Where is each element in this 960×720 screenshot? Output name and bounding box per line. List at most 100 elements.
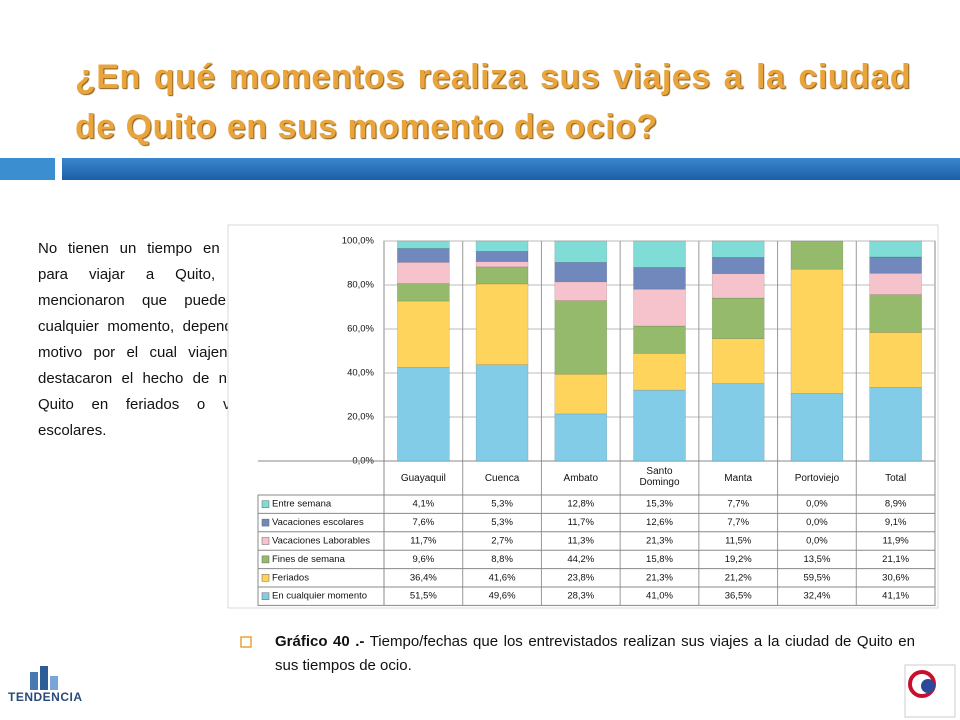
table-cell: 23,8% xyxy=(567,572,594,583)
y-tick-label: 100,0% xyxy=(342,236,375,247)
table-cell: 7,7% xyxy=(727,499,749,510)
y-tick-label: 40,0% xyxy=(347,368,374,379)
table-cell: 11,5% xyxy=(725,536,752,547)
table-cell: 19,2% xyxy=(725,554,752,565)
legend-label: Entre semana xyxy=(272,499,332,510)
x-tick-label: Guayaquil xyxy=(400,473,446,484)
table-cell: 9,6% xyxy=(413,554,435,565)
legend-label: Vacaciones escolares xyxy=(272,517,364,528)
table-cell: 15,3% xyxy=(646,499,673,510)
y-tick-label: 60,0% xyxy=(347,324,374,335)
caption: Gráfico 40 .- Tiempo/fechas que los entr… xyxy=(275,630,915,678)
bar-segment xyxy=(711,240,765,258)
table-cell: 41,1% xyxy=(882,591,909,602)
table-cell: 12,6% xyxy=(646,517,673,528)
table-cell: 5,3% xyxy=(491,517,513,528)
bar-segment xyxy=(397,261,450,284)
title-bar-square xyxy=(0,158,55,180)
bar-segment xyxy=(869,294,922,333)
bar-segment xyxy=(397,300,450,368)
bar-segment xyxy=(397,366,450,462)
bar-segment xyxy=(869,332,922,388)
y-tick-label: 20,0% xyxy=(347,412,374,423)
table-cell: 12,8% xyxy=(567,499,594,510)
bar-segment xyxy=(554,262,608,283)
bar-segment xyxy=(711,383,765,462)
legend-label: Fines de semana xyxy=(272,554,346,565)
bar-segment xyxy=(633,240,686,268)
y-tick-label: 80,0% xyxy=(347,280,374,291)
bar-segment xyxy=(633,389,686,462)
table-cell: 21,2% xyxy=(725,572,752,583)
table-cell: 32,4% xyxy=(803,591,830,602)
table-cell: 21,3% xyxy=(646,572,673,583)
table-cell: 11,3% xyxy=(568,536,595,547)
legend-label: Vacaciones Laborables xyxy=(272,536,370,547)
table-cell: 9,1% xyxy=(885,517,907,528)
legend-label: Feriados xyxy=(272,572,309,583)
slide-title: ¿En qué momentos realiza sus viajes a la… xyxy=(75,58,911,146)
bar-segment xyxy=(790,393,844,462)
table-cell: 49,6% xyxy=(489,591,516,602)
table-cell: 0,0% xyxy=(806,499,828,510)
title-bar xyxy=(62,158,960,180)
bar-segment xyxy=(397,248,450,263)
x-tick-label: Portoviejo xyxy=(794,473,840,484)
table-cell: 41,6% xyxy=(489,572,516,583)
table-cell: 7,6% xyxy=(413,517,435,528)
table-cell: 11,9% xyxy=(883,536,910,547)
table-cell: 21,1% xyxy=(882,554,909,565)
bar-segment xyxy=(475,283,529,365)
x-tick-label: Santo Domingo xyxy=(639,466,680,488)
bar-segment xyxy=(711,338,765,384)
bar-segment xyxy=(475,266,529,285)
table-cell: 7,7% xyxy=(727,517,749,528)
table-cell: 28,3% xyxy=(567,591,594,602)
bar-segment xyxy=(475,240,529,252)
table-cell: 13,5% xyxy=(803,554,830,565)
table-cell: 21,3% xyxy=(646,536,673,547)
x-tick-label: Cuenca xyxy=(484,473,520,484)
bar-segment xyxy=(711,257,765,274)
bar-segment xyxy=(475,364,529,462)
legend-key xyxy=(261,574,270,582)
bar-segment xyxy=(475,250,529,262)
caption-label: Gráfico 40 .- xyxy=(275,633,365,650)
legend-key xyxy=(261,592,270,600)
table-cell: 36,5% xyxy=(725,591,752,602)
bar-segment xyxy=(554,300,608,375)
bar-segment xyxy=(711,297,765,340)
bar-segment xyxy=(397,283,450,302)
table-cell: 15,8% xyxy=(646,554,673,565)
bar-segment xyxy=(790,268,844,394)
table-cell: 51,5% xyxy=(410,591,437,602)
bar-segment xyxy=(554,240,608,263)
table-cell: 36,4% xyxy=(410,572,437,583)
x-tick-label: Ambato xyxy=(563,473,599,484)
table-cell: 0,0% xyxy=(806,517,828,528)
legend-key xyxy=(261,537,270,545)
table-cell: 0,0% xyxy=(806,536,828,547)
table-cell: 59,5% xyxy=(803,572,830,583)
x-tick-label: Manta xyxy=(724,473,753,484)
table-cell: 44,2% xyxy=(567,554,594,565)
bar-segment xyxy=(554,373,608,415)
table-cell: 11,7% xyxy=(410,536,437,547)
table-cell: 8,9% xyxy=(885,499,907,510)
bar-segment xyxy=(869,272,922,295)
caption-text: Tiempo/fechas que los entrevistados real… xyxy=(275,633,915,674)
bar-segment xyxy=(869,387,922,462)
table-cell: 41,0% xyxy=(646,591,673,602)
table-cell: 30,6% xyxy=(882,572,909,583)
bar-segment xyxy=(790,240,844,270)
legend-key xyxy=(261,555,270,564)
bar-segment xyxy=(554,281,608,301)
logo-left xyxy=(30,666,58,690)
bar-segment xyxy=(633,267,686,290)
bar-segment xyxy=(475,261,529,268)
bar-segment xyxy=(711,273,765,299)
table-cell: 8,8% xyxy=(491,554,513,565)
table-cell: 11,7% xyxy=(568,517,595,528)
